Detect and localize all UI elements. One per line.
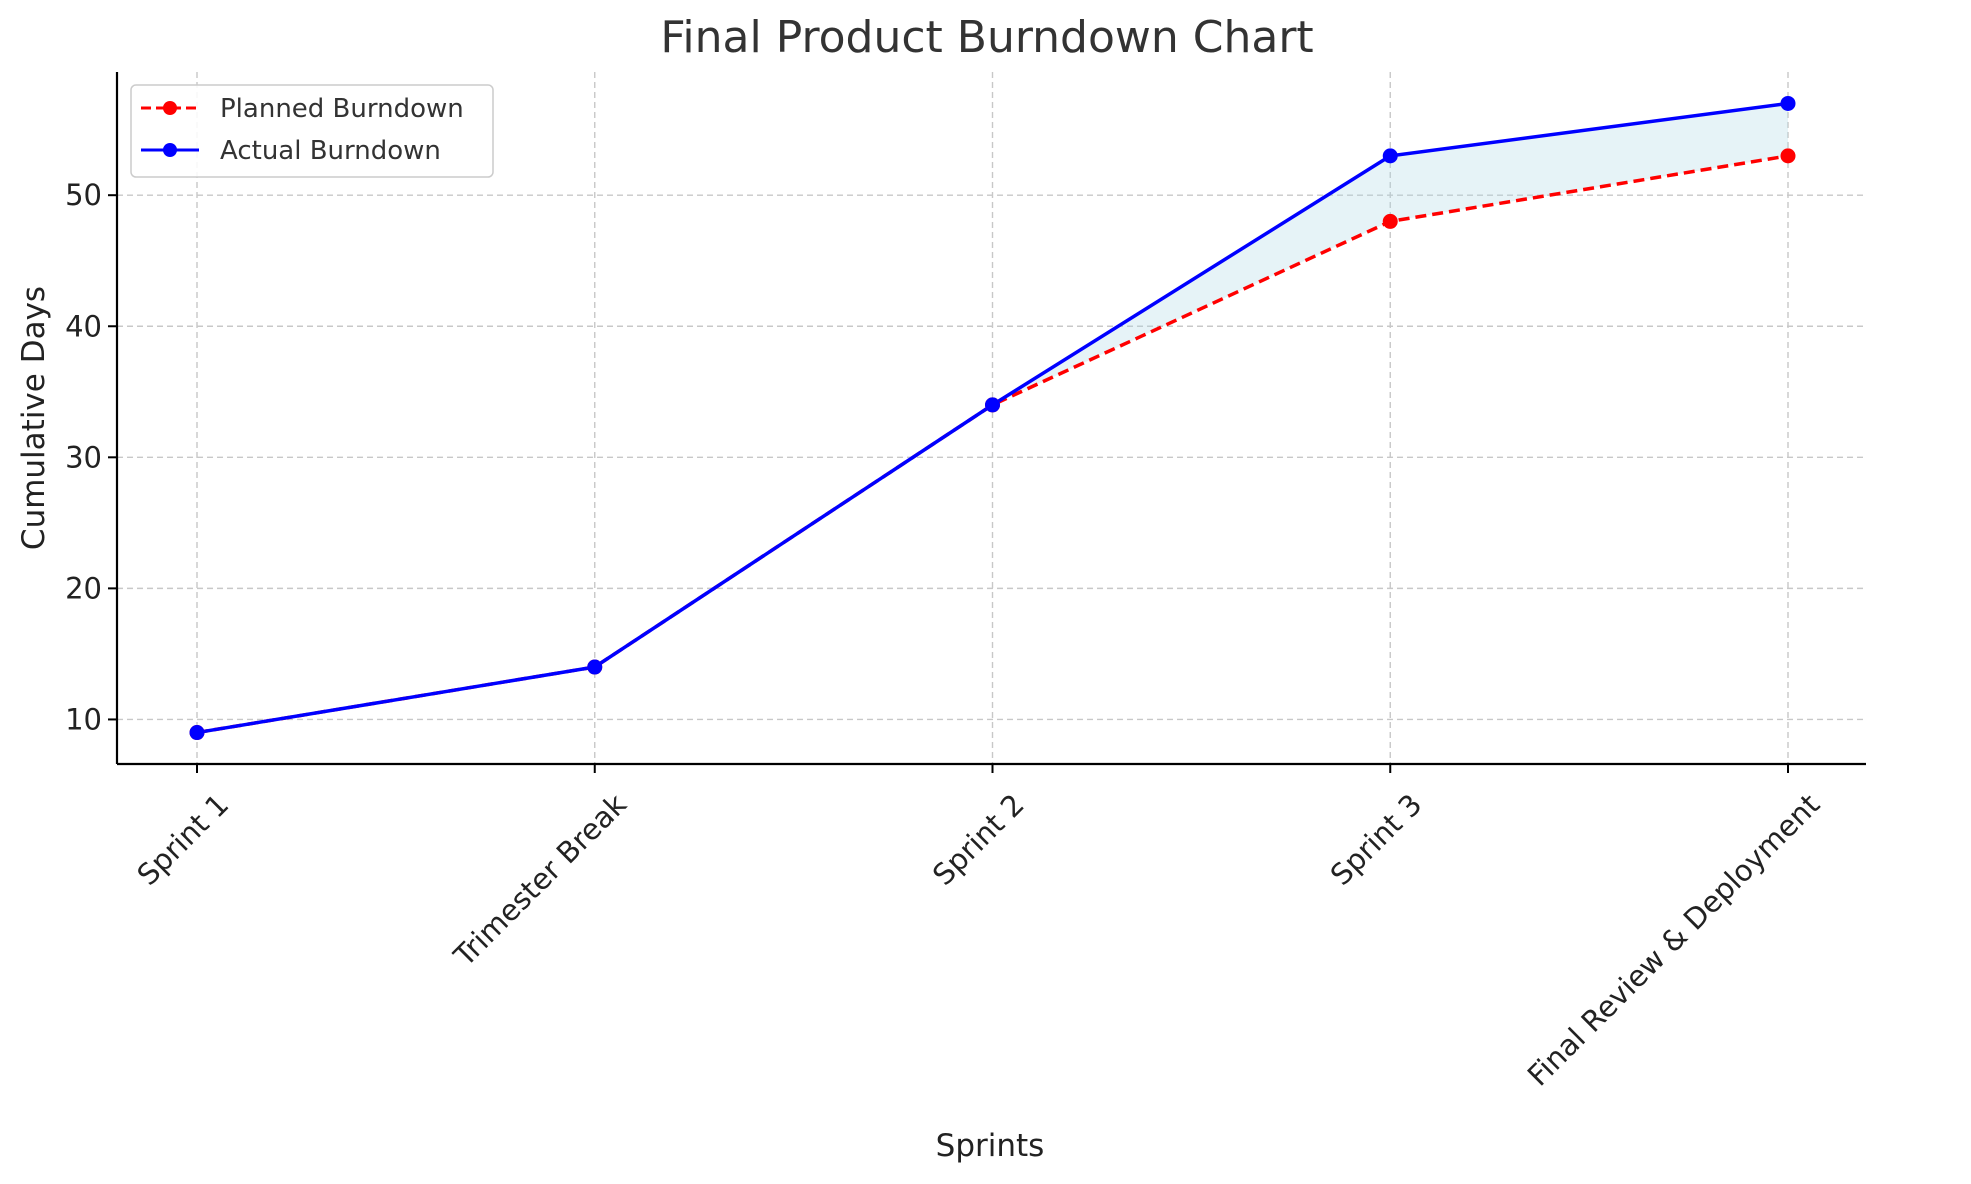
legend-item-actual: Actual Burndown [141, 136, 441, 166]
x-axis-label: Sprints [936, 1128, 1045, 1164]
x-tick-label: Trimester Break [447, 787, 634, 974]
series-line-planned-burndown [196, 154, 1789, 735]
legend-item-planned: Planned Burndown [141, 94, 464, 124]
legend: Planned Burndown Actual Burndown [130, 84, 494, 178]
y-tick-label: 20 [65, 571, 102, 605]
data-point-actual-burndown [587, 659, 603, 675]
y-axis-label: Cumulative Days [16, 286, 52, 550]
y-tick-label: 30 [65, 440, 102, 474]
legend-box [130, 84, 494, 178]
data-point-actual-burndown [1382, 148, 1398, 164]
x-tick-label: Sprint 3 [1324, 787, 1429, 892]
legend-label-planned: Planned Burndown [220, 94, 464, 124]
x-tick-label: Sprint 1 [130, 787, 235, 892]
data-point-actual-burndown [985, 397, 1000, 413]
grid [117, 72, 1866, 764]
legend-label-actual: Actual Burndown [220, 136, 441, 166]
y-ticks: 10 20 30 40 50 [65, 178, 117, 736]
data-point-actual-burndown [189, 725, 205, 741]
y-tick-label: 40 [65, 309, 102, 343]
series-layer [189, 95, 1796, 741]
difference-fill-area [197, 103, 1788, 733]
legend-marker-planned [163, 101, 177, 115]
data-point-actual-burndown [1780, 95, 1796, 111]
x-ticks: Sprint 1 Trimester Break Sprint 2 Sprint 3 F… [130, 764, 1826, 1093]
data-point-planned-burndown [1780, 148, 1796, 164]
legend-marker-actual [163, 143, 177, 157]
data-point-planned-burndown [1382, 213, 1398, 229]
y-tick-label: 50 [65, 178, 102, 212]
y-tick-label: 10 [65, 702, 102, 736]
x-tick-label: Final Review & Deployment [1521, 787, 1826, 1092]
chart-title: Final Product Burndown Chart [660, 12, 1313, 63]
x-tick-label: Sprint 2 [926, 787, 1031, 892]
